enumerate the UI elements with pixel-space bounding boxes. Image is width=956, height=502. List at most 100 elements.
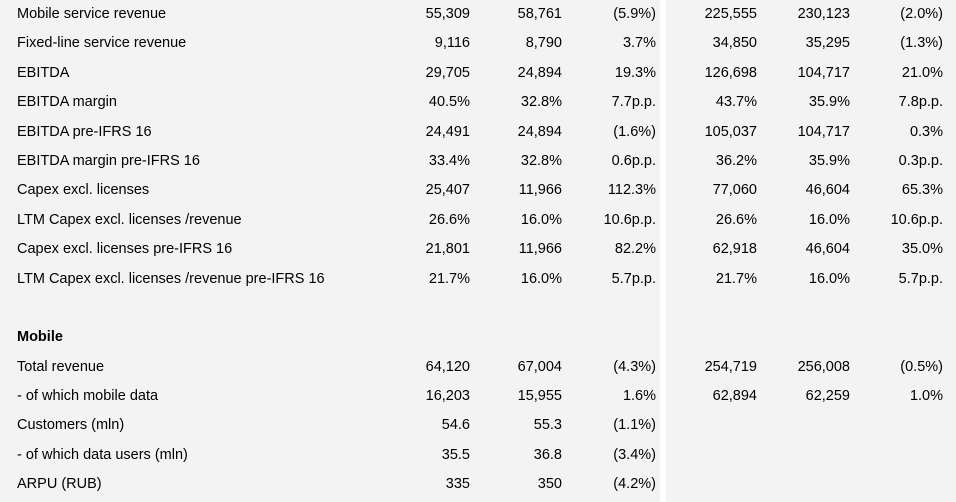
y-current-value: 36.2%: [715, 152, 757, 169]
y-prior-value: 62,259: [805, 388, 850, 405]
table-row: EBITDA 29,705 24,894 19.3% 126,698 104,717 21.…: [0, 59, 956, 88]
q-change-value: 10.6p.p.: [603, 211, 656, 228]
y-change-value: 0.3%: [909, 123, 943, 140]
q-prior-value: 350: [537, 476, 562, 493]
q-change-value: 82.2%: [614, 241, 656, 258]
q-current-value: 26.6%: [428, 211, 470, 228]
section-title: Mobile: [17, 329, 63, 346]
y-change-value: 1.0%: [909, 388, 943, 405]
full-year-columns-panel: [666, 0, 956, 502]
q-change-value: (4.3%): [613, 358, 656, 375]
q-change-value: 5.7p.p.: [611, 270, 656, 287]
y-current-value: 105,037: [704, 123, 757, 140]
table-row: Mobile service revenue 55,309 58,761 (5.9%)…: [0, 0, 956, 29]
table-row: EBITDA margin 40.5% 32.8% 7.7p.p. 43.7% 35.9%…: [0, 88, 956, 117]
row-label: EBITDA: [17, 64, 70, 81]
q-change-value: 7.7p.p.: [611, 94, 656, 111]
q-prior-value: 16.0%: [520, 211, 562, 228]
y-change-value: 65.3%: [901, 182, 943, 199]
q-current-value: 55,309: [425, 6, 470, 22]
q-change-value: 3.7%: [622, 35, 656, 52]
y-prior-value: 35.9%: [808, 94, 850, 111]
row-label: LTM Capex excl. licenses /revenue: [17, 211, 242, 228]
y-change-value: 10.6p.p.: [890, 211, 943, 228]
y-prior-value: 46,604: [805, 241, 850, 258]
q-prior-value: 24,894: [517, 64, 562, 81]
row-label: EBITDA margin pre-IFRS 16: [17, 152, 200, 169]
y-prior-value: 256,008: [797, 358, 850, 375]
section-header-row: Mobile: [0, 323, 956, 352]
y-change-value: (2.0%): [900, 6, 943, 22]
q-change-value: (1.1%): [613, 417, 656, 434]
q-prior-value: 36.8: [533, 446, 562, 463]
y-current-value: 62,894: [712, 388, 757, 405]
row-label: Capex excl. licenses: [17, 182, 150, 199]
q-current-value: 335: [445, 476, 470, 493]
q-current-value: 25,407: [425, 182, 470, 199]
y-prior-value: 104,717: [797, 123, 850, 140]
q-change-value: (3.4%): [613, 446, 656, 463]
y-current-value: 225,555: [704, 6, 757, 22]
row-label: EBITDA pre-IFRS 16: [17, 123, 152, 140]
row-label: EBITDA margin: [17, 94, 117, 111]
q-current-value: 64,120: [425, 358, 470, 375]
y-change-value: 21.0%: [901, 64, 943, 81]
table-row: - of which mobile data 16,203 15,955 1.6% 62…: [0, 382, 956, 411]
q-change-value: (4.2%): [613, 476, 656, 493]
q-prior-value: 55.3: [533, 417, 562, 434]
row-label: Customers (mln): [17, 417, 125, 434]
table-row: Total revenue 64,120 67,004 (4.3%) 254,719 25…: [0, 353, 956, 382]
q-current-value: 54.6: [441, 417, 470, 434]
y-current-value: 43.7%: [715, 94, 757, 111]
y-current-value: 34,850: [712, 35, 757, 52]
y-change-value: (1.3%): [900, 35, 943, 52]
y-change-value: 5.7p.p.: [898, 270, 943, 287]
q-prior-value: 16.0%: [520, 270, 562, 287]
q-prior-value: 32.8%: [520, 94, 562, 111]
q-prior-value: 15,955: [517, 388, 562, 405]
table-row: EBITDA pre-IFRS 16 24,491 24,894 (1.6%) 105,…: [0, 118, 956, 147]
y-current-value: 21.7%: [715, 270, 757, 287]
quarterly-columns-panel: [0, 0, 660, 502]
row-label: LTM Capex excl. licenses /revenue pre-IF…: [17, 270, 325, 287]
y-prior-value: 46,604: [805, 182, 850, 199]
q-prior-value: 67,004: [517, 358, 562, 375]
q-current-value: 33.4%: [428, 152, 470, 169]
q-change-value: (5.9%): [613, 6, 656, 22]
table-row: - of which data users (mln) 35.5 36.8 (3.4%…: [0, 441, 956, 470]
y-current-value: 77,060: [712, 182, 757, 199]
q-current-value: 21,801: [425, 241, 470, 258]
q-change-value: 0.6p.p.: [611, 152, 656, 169]
table-row: Fixed-line service revenue 9,116 8,790 3.7%…: [0, 29, 956, 58]
q-current-value: 16,203: [425, 388, 470, 405]
q-current-value: 24,491: [425, 123, 470, 140]
y-change-value: (0.5%): [900, 358, 943, 375]
table-row: Capex excl. licenses pre-IFRS 16 21,801 11…: [0, 235, 956, 264]
q-current-value: 21.7%: [428, 270, 470, 287]
q-prior-value: 32.8%: [520, 152, 562, 169]
row-label: ARPU (RUB): [17, 476, 102, 493]
row-label: - of which data users (mln): [17, 446, 188, 463]
table-row: Capex excl. licenses 25,407 11,966 112.3% 77…: [0, 176, 956, 205]
table-row: Customers (mln) 54.6 55.3 (1.1%): [0, 411, 956, 440]
row-label: Mobile service revenue: [17, 6, 167, 22]
y-prior-value: 35.9%: [808, 152, 850, 169]
y-change-value: 35.0%: [901, 241, 943, 258]
table-row: LTM Capex excl. licenses /revenue pre-IF…: [0, 265, 956, 294]
y-prior-value: 16.0%: [808, 270, 850, 287]
y-prior-value: 16.0%: [808, 211, 850, 228]
y-current-value: 26.6%: [715, 211, 757, 228]
table-row: EBITDA margin pre-IFRS 16 33.4% 32.8% 0.6p.…: [0, 147, 956, 176]
row-label: Fixed-line service revenue: [17, 35, 187, 52]
q-change-value: (1.6%): [613, 123, 656, 140]
q-prior-value: 58,761: [517, 6, 562, 22]
q-current-value: 40.5%: [428, 94, 470, 111]
table-row: LTM Capex excl. licenses /revenue 26.6% 16…: [0, 206, 956, 235]
y-current-value: 62,918: [712, 241, 757, 258]
q-change-value: 1.6%: [622, 388, 656, 405]
y-prior-value: 104,717: [797, 64, 850, 81]
q-current-value: 9,116: [434, 35, 470, 52]
q-current-value: 35.5: [441, 446, 470, 463]
row-label: Capex excl. licenses pre-IFRS 16: [17, 241, 233, 258]
